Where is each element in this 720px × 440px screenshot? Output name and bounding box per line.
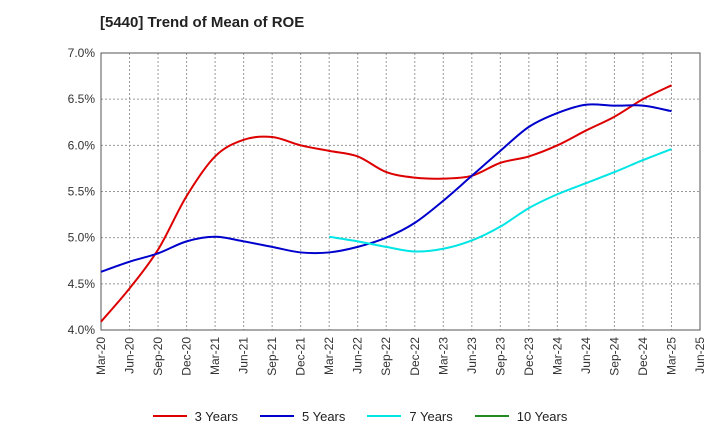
- x-tick-label: Dec-22: [408, 337, 422, 376]
- series-line-7-years: [329, 148, 672, 253]
- x-tick-label: Dec-20: [180, 337, 194, 376]
- x-tick-label: Mar-23: [436, 337, 450, 375]
- x-axis-ticks: Mar-20 Jun-20 Sep-20 Dec-20 Mar-21 Jun-21 Sep-…: [94, 337, 707, 376]
- x-tick-label: Jun-25: [693, 337, 707, 374]
- x-tick-label: Jun-22: [351, 337, 365, 374]
- y-tick-label: 6.0%: [68, 138, 96, 152]
- legend-item-10-years: 10 Years: [474, 406, 568, 426]
- y-tick-label: 4.5%: [68, 277, 96, 291]
- chart-title: [5440] Trend of Mean of ROE: [100, 14, 305, 31]
- x-tick-label: Sep-24: [607, 337, 621, 376]
- y-axis-ticks: 4.0% 4.5% 5.0% 5.5% 6.0% 6.5% 7.0%: [68, 46, 96, 337]
- x-tick-label: Sep-21: [265, 337, 279, 376]
- x-tick-label: Jun-21: [237, 337, 251, 374]
- x-tick-label: Sep-22: [379, 337, 393, 376]
- legend-swatch: [260, 415, 294, 417]
- legend-label: 5 Years: [302, 408, 346, 424]
- legend-swatch: [367, 415, 402, 417]
- legend-item-3-years: 3 Years: [152, 406, 238, 426]
- x-tick-label: Mar-24: [550, 337, 564, 375]
- x-tick-label: Dec-24: [636, 337, 650, 376]
- y-tick-label: 5.0%: [68, 231, 96, 245]
- series-line-5-years: [100, 103, 672, 273]
- x-tick-label: Dec-21: [294, 337, 308, 376]
- x-tick-label: Jun-20: [123, 337, 137, 374]
- x-tick-label: Mar-21: [208, 337, 222, 375]
- x-tick-label: Dec-23: [522, 337, 536, 376]
- series-lines: [100, 84, 672, 323]
- legend-swatch: [474, 415, 509, 417]
- y-tick-label: 5.5%: [68, 185, 96, 199]
- y-tick-label: 7.0%: [68, 46, 96, 60]
- legend-label: 10 Years: [516, 408, 568, 424]
- y-tick-label: 4.0%: [68, 323, 96, 337]
- x-tick-label: Jun-23: [465, 337, 479, 374]
- x-tick-label: Jun-24: [579, 337, 593, 374]
- legend-label: 3 Years: [194, 408, 238, 424]
- legend-label: 7 Years: [409, 408, 453, 424]
- line-chart: 4.0% 4.5% 5.0% 5.5% 6.0% 6.5% 7.0% Mar-20 Jun-2…: [68, 46, 707, 376]
- x-tick-label: Sep-23: [493, 337, 507, 376]
- legend-swatch: [152, 415, 187, 417]
- series-line-3-years: [100, 84, 672, 323]
- legend-item-5-years: 5 Years: [260, 406, 345, 426]
- x-tick-label: Mar-22: [322, 337, 336, 375]
- x-tick-label: Mar-20: [94, 337, 108, 375]
- gridlines: [100, 52, 701, 331]
- legend-item-7-years: 7 Years: [367, 406, 453, 426]
- y-tick-label: 6.5%: [68, 92, 96, 106]
- x-tick-label: Mar-25: [664, 337, 678, 375]
- x-tick-label: Sep-20: [151, 337, 165, 376]
- legend: 3 Years 5 Years 7 Years 10 Years: [0, 406, 720, 426]
- plot-area-frame: [100, 52, 701, 331]
